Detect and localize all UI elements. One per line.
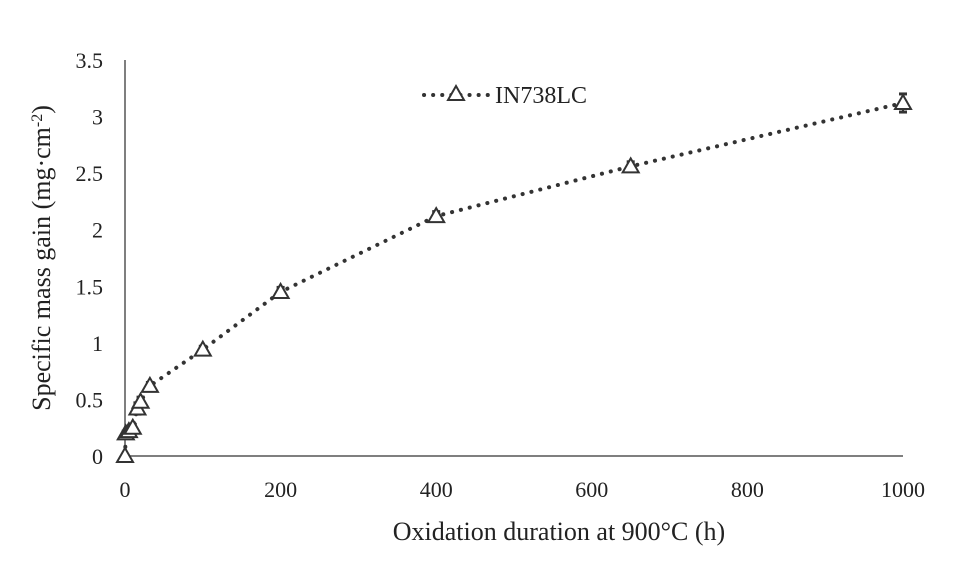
y-axis-title-main: Specific mass gain (mg·cm — [27, 127, 56, 411]
legend[interactable]: IN738LC — [422, 83, 587, 109]
x-tick-label: 600 — [575, 477, 608, 502]
y-axis-title-superscript: -2 — [29, 114, 46, 127]
legend-label: IN738LC — [495, 83, 587, 109]
series-IN738LC — [115, 92, 913, 463]
data-point-marker[interactable] — [270, 281, 291, 299]
x-tick-labels: 0 200 400 600 800 1000 — [120, 477, 926, 502]
x-tick-label: 0 — [120, 477, 131, 502]
data-point-marker[interactable] — [140, 375, 160, 393]
data-point-marker[interactable] — [193, 339, 213, 357]
y-tick-label: 0 — [92, 444, 103, 469]
y-axis-title-close: ) — [27, 105, 56, 114]
data-point-marker[interactable] — [620, 156, 641, 174]
x-tick-label: 200 — [264, 477, 297, 502]
y-tick-label: 1.5 — [76, 274, 104, 299]
data-point-marker[interactable] — [426, 206, 446, 224]
y-tick-label: 0.5 — [76, 387, 104, 412]
data-point-marker[interactable] — [115, 445, 135, 463]
x-tick-label: 400 — [420, 477, 453, 502]
legend-marker — [446, 83, 466, 101]
data-point-marker[interactable] — [130, 391, 151, 409]
y-axis-title: Specific mass gain (mg·cm-2) — [27, 105, 56, 411]
x-tick-label: 800 — [731, 477, 764, 502]
x-axis-title: Oxidation duration at 900°C (h) — [393, 517, 725, 546]
y-tick-label: 1 — [92, 331, 103, 356]
series-layer — [115, 92, 913, 463]
y-tick-label: 2.5 — [76, 161, 104, 186]
y-tick-label: 2 — [92, 218, 103, 243]
data-point-marker[interactable] — [893, 92, 913, 110]
axes — [124, 60, 903, 457]
series-line — [123, 100, 905, 458]
y-tick-label: 3 — [92, 105, 103, 130]
y-tick-labels: 0 0.5 1 1.5 2 2.5 3 3.5 — [76, 48, 104, 469]
x-tick-label: 1000 — [881, 477, 925, 502]
data-point-marker[interactable] — [123, 417, 143, 435]
y-tick-label: 3.5 — [76, 48, 104, 73]
